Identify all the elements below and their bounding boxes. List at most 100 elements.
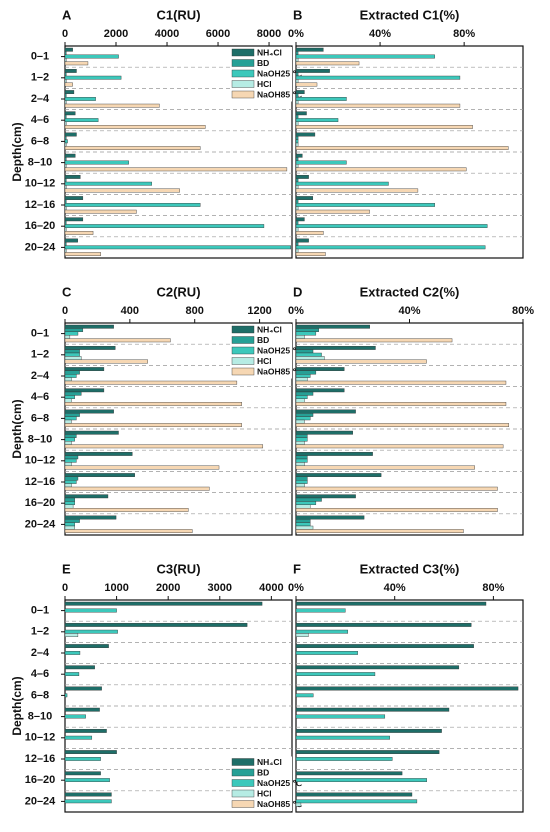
- x-tick-label: 1000: [104, 582, 128, 594]
- bar: [295, 644, 474, 649]
- bar: [64, 377, 72, 382]
- panel-letter: B: [293, 7, 302, 22]
- bar: [295, 356, 325, 360]
- x-tick-label: 3000: [208, 582, 232, 594]
- bar: [295, 374, 311, 378]
- bar: [64, 374, 77, 378]
- x-tick-label: 0: [62, 305, 68, 317]
- bar: [64, 750, 117, 755]
- bar: [295, 522, 311, 527]
- bar: [295, 672, 376, 677]
- bar: [64, 633, 79, 638]
- bar: [295, 476, 308, 481]
- bar: [64, 473, 135, 477]
- bar: [295, 111, 307, 116]
- bar: [295, 352, 322, 357]
- bar: [295, 103, 461, 108]
- bar: [295, 633, 309, 638]
- bar: [295, 206, 299, 211]
- x-tick-label: 40%: [384, 582, 406, 594]
- bar: [64, 96, 96, 101]
- bar: [295, 416, 311, 421]
- bar: [295, 486, 498, 491]
- bar: [295, 346, 376, 350]
- bar: [64, 486, 210, 491]
- bar: [64, 199, 67, 204]
- bar: [64, 178, 67, 183]
- bar: [295, 395, 308, 399]
- bar: [295, 601, 487, 606]
- bar: [64, 430, 119, 435]
- bar: [64, 61, 89, 66]
- x-tick-label: 40%: [398, 305, 420, 317]
- bar: [64, 356, 82, 360]
- bar: [295, 100, 299, 105]
- bar: [295, 497, 322, 502]
- bar: [295, 224, 488, 228]
- bar: [64, 174, 81, 179]
- bar: [64, 651, 81, 655]
- bar: [295, 735, 390, 740]
- x-tick-label: 80%: [482, 582, 504, 594]
- bar: [64, 792, 112, 797]
- bar: [295, 799, 418, 804]
- bar: [295, 623, 472, 627]
- bar: [64, 75, 122, 80]
- bar: [295, 252, 326, 256]
- panel-letter: E: [62, 561, 71, 576]
- legend-swatch: [231, 336, 255, 344]
- bar: [295, 480, 308, 484]
- x-tick-label: 0%: [288, 582, 304, 594]
- legend-label: HCl: [257, 788, 272, 798]
- bar: [295, 494, 356, 499]
- bar: [64, 686, 102, 691]
- y-tick-label: 8–10: [28, 711, 52, 723]
- bar: [295, 199, 299, 204]
- bar: [295, 529, 464, 534]
- x-tick-label: 8000: [257, 28, 281, 40]
- bar: [64, 328, 84, 332]
- legend-swatch: [231, 346, 255, 355]
- legend-swatch: [231, 768, 255, 777]
- y-tick-label: 20–24: [25, 795, 56, 807]
- panel-title: Extracted C2(%): [360, 284, 460, 299]
- bar: [295, 248, 299, 253]
- panel-letter: A: [62, 7, 72, 22]
- legend-swatch: [231, 325, 255, 334]
- bar: [64, 163, 67, 168]
- bar: [64, 359, 148, 364]
- y-tick-label: 10–12: [25, 732, 56, 744]
- bar: [295, 519, 311, 523]
- bar: [295, 142, 299, 147]
- bar: [64, 139, 68, 144]
- bar: [64, 714, 86, 719]
- bar: [64, 157, 67, 161]
- bar: [295, 178, 299, 183]
- bar: [64, 114, 67, 119]
- bar: [64, 508, 189, 512]
- bar: [64, 629, 118, 634]
- legend-label: NaOH25 ℃: [257, 345, 302, 355]
- bar: [295, 160, 347, 165]
- bar: [295, 651, 358, 655]
- panel-title: C3(RU): [156, 561, 200, 576]
- bar: [295, 61, 360, 66]
- bar: [64, 771, 101, 776]
- bar: [295, 328, 319, 332]
- bar: [295, 367, 345, 371]
- bar: [64, 601, 263, 606]
- bar: [64, 391, 82, 396]
- bar: [64, 434, 77, 438]
- y-tick-label: 1–2: [31, 349, 49, 361]
- y-tick-label: 12–16: [25, 753, 56, 765]
- bar: [295, 51, 299, 56]
- bar: [295, 465, 475, 470]
- bar: [295, 157, 299, 161]
- legend-label: NaOH25 ℃: [257, 778, 302, 788]
- bar: [295, 188, 419, 193]
- bar: [295, 458, 308, 463]
- bar: [64, 245, 291, 250]
- bar: [64, 480, 77, 484]
- bar: [295, 209, 370, 214]
